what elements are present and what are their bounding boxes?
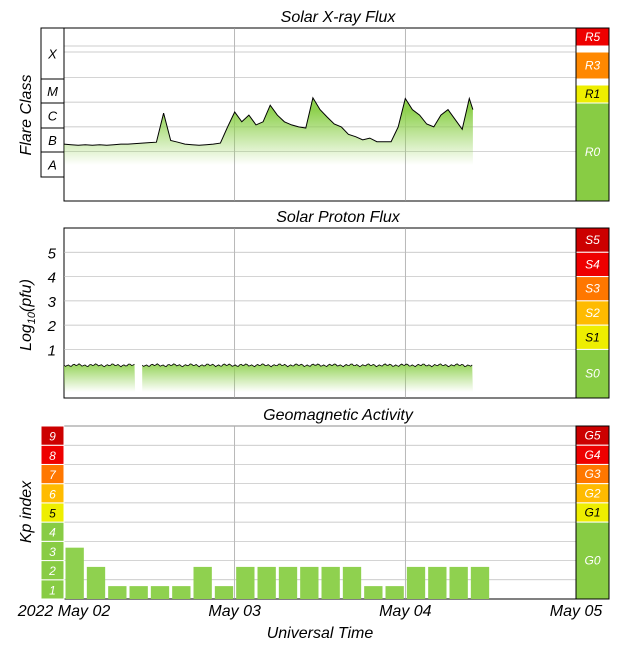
kp-title: Geomagnetic Activity bbox=[263, 407, 414, 424]
proton-band-label: S4 bbox=[585, 257, 600, 271]
kp-bar bbox=[449, 566, 468, 599]
kp-bar bbox=[428, 566, 447, 599]
kp-band-label: G3 bbox=[584, 467, 600, 481]
kp-level-cell bbox=[40, 425, 65, 446]
kp-bar bbox=[364, 586, 383, 599]
xray-class-label: B bbox=[48, 133, 57, 148]
xray-band-label: R1 bbox=[585, 87, 600, 101]
kp-band-frame bbox=[575, 425, 610, 600]
kp-band-label: G0 bbox=[584, 554, 600, 568]
kp-bar bbox=[257, 566, 276, 599]
xray-band-frame bbox=[575, 27, 610, 202]
kp-ytick: 8 bbox=[49, 449, 56, 463]
kp-band-label: G2 bbox=[584, 486, 600, 500]
kp-bar bbox=[129, 586, 148, 599]
kp-ytick: 1 bbox=[49, 583, 56, 597]
xray-band bbox=[575, 102, 610, 202]
proton-ytick: 2 bbox=[47, 318, 57, 335]
kp-ytick: 5 bbox=[49, 507, 56, 521]
kp-band-label: G1 bbox=[584, 506, 600, 520]
kp-bar bbox=[86, 566, 106, 599]
kp-bar bbox=[385, 586, 404, 599]
kp-bar bbox=[342, 566, 362, 599]
kp-ytick: 4 bbox=[49, 526, 56, 540]
proton-title: Solar Proton Flux bbox=[276, 209, 401, 226]
xray-ylabel: Flare Class bbox=[18, 75, 35, 156]
x-axis-label: Universal Time bbox=[267, 625, 374, 642]
proton-flux-line bbox=[63, 363, 135, 368]
proton-ytick: 3 bbox=[48, 294, 57, 311]
kp-ylabel: Kp index bbox=[18, 480, 35, 543]
x-tick-label: May 05 bbox=[550, 603, 603, 620]
proton-flux-area bbox=[64, 363, 136, 392]
kp-band bbox=[575, 521, 610, 600]
kp-bar bbox=[321, 566, 340, 599]
proton-band-label: S0 bbox=[585, 367, 600, 381]
xray-class-label: C bbox=[48, 109, 58, 124]
xray-class-label: X bbox=[47, 47, 58, 62]
x-tick-label: May 04 bbox=[379, 603, 432, 620]
proton-band-label: S1 bbox=[585, 330, 600, 344]
proton-band-label: S2 bbox=[585, 306, 600, 320]
kp-bar bbox=[278, 566, 298, 599]
kp-bar bbox=[193, 566, 212, 599]
proton-flux-line bbox=[141, 363, 473, 368]
kp-band-label: G5 bbox=[584, 429, 600, 443]
xray-class-label: M bbox=[47, 84, 58, 99]
proton-flux-area bbox=[142, 363, 473, 392]
xray-flux-line bbox=[63, 96, 474, 146]
proton-ytick: 5 bbox=[48, 245, 57, 262]
kp-bar bbox=[150, 586, 170, 599]
kp-ytick: 3 bbox=[49, 545, 56, 559]
xray-band-label: R5 bbox=[585, 30, 601, 44]
proton-band-frame bbox=[575, 227, 610, 399]
xray-flux-area bbox=[64, 97, 473, 165]
proton-ytick: 1 bbox=[48, 342, 56, 359]
xray-class-label: A bbox=[47, 158, 57, 173]
xray-band-label: R3 bbox=[585, 59, 601, 73]
kp-ytick: 2 bbox=[48, 564, 56, 578]
kp-ytick: 9 bbox=[49, 430, 56, 444]
kp-frame bbox=[63, 425, 577, 600]
kp-ytick: 7 bbox=[49, 468, 57, 482]
kp-bar bbox=[300, 566, 319, 599]
proton-ylabel: Log10(pfu) bbox=[18, 279, 38, 351]
kp-bar bbox=[236, 566, 255, 599]
kp-bar bbox=[214, 586, 234, 599]
kp-bar bbox=[108, 586, 127, 599]
x-tick-label: May 03 bbox=[208, 603, 261, 620]
proton-ytick: 4 bbox=[48, 270, 56, 287]
kp-band-label: G4 bbox=[584, 448, 600, 462]
kp-bar bbox=[172, 586, 191, 599]
xray-title: Solar X-ray Flux bbox=[281, 9, 397, 26]
kp-ytick: 6 bbox=[49, 487, 56, 501]
kp-bar bbox=[470, 566, 490, 599]
kp-bar bbox=[406, 566, 426, 599]
proton-band-label: S3 bbox=[585, 282, 600, 296]
xray-band-label: R0 bbox=[585, 145, 601, 159]
proton-band-label: S5 bbox=[585, 233, 600, 247]
x-tick-label: 2022 May 02 bbox=[17, 603, 111, 620]
kp-bar bbox=[65, 547, 84, 599]
